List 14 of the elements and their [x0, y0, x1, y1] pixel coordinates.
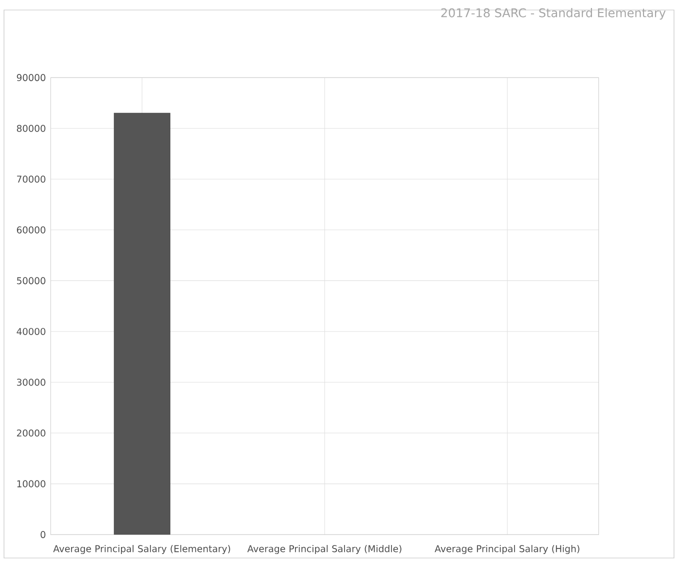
- y-tick-label: 40000: [16, 328, 46, 335]
- x-tick-label: Average Principal Salary (Middle): [247, 544, 402, 554]
- chart-title: 2017-18 SARC - Standard Elementary: [441, 8, 666, 20]
- y-tick-label: 20000: [16, 430, 46, 437]
- y-tick-label: 50000: [17, 277, 46, 284]
- x-tick-label: Average Principal Salary (High): [434, 544, 580, 554]
- y-tick-label: 80000: [16, 124, 46, 132]
- x-tick-label: Average Principal Salary (Elementary): [53, 544, 230, 554]
- y-tick-label: 10000: [17, 480, 46, 488]
- y-tick-label: 90000: [16, 74, 46, 82]
- y-tick-label: 30000: [17, 378, 46, 386]
- y-tick-label: 70000: [17, 176, 46, 183]
- y-tick-label: 0: [40, 531, 46, 538]
- y-tick-label: 60000: [16, 226, 46, 234]
